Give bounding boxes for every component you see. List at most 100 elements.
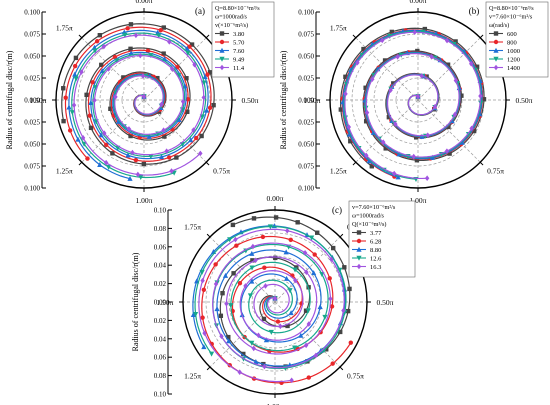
data-point bbox=[256, 332, 261, 339]
legend-marker bbox=[219, 56, 225, 62]
legend-marker bbox=[219, 64, 225, 71]
data-point bbox=[262, 363, 267, 370]
data-point bbox=[201, 80, 207, 86]
data-point bbox=[288, 310, 294, 316]
data-point bbox=[169, 66, 175, 72]
data-point bbox=[345, 308, 351, 314]
data-point bbox=[253, 257, 258, 264]
data-point bbox=[166, 155, 172, 160]
data-point bbox=[128, 50, 134, 56]
data-point bbox=[164, 148, 169, 154]
legend-header: v=7.60×10⁻⁶m²/s bbox=[352, 204, 396, 211]
data-point bbox=[469, 125, 474, 132]
data-point bbox=[97, 33, 103, 38]
legend-box bbox=[485, 1, 549, 78]
data-point bbox=[220, 290, 225, 296]
data-point bbox=[110, 151, 115, 156]
data-point bbox=[393, 121, 398, 127]
data-point bbox=[453, 77, 459, 84]
data-point bbox=[243, 283, 248, 289]
radius-tick-label: 0.050 bbox=[298, 141, 314, 149]
data-point bbox=[348, 340, 354, 345]
data-point bbox=[106, 66, 111, 72]
series-3.80 bbox=[61, 22, 216, 167]
grid-circle bbox=[373, 55, 463, 145]
data-point bbox=[288, 237, 293, 243]
legend-marker bbox=[493, 31, 499, 36]
angle-label: 1.25π bbox=[184, 371, 201, 380]
data-point bbox=[381, 139, 386, 145]
data-point bbox=[395, 53, 400, 60]
data-point bbox=[312, 252, 317, 257]
angle-label: 0.00π bbox=[410, 0, 427, 5]
data-point bbox=[380, 37, 385, 44]
data-point bbox=[87, 113, 92, 118]
data-point bbox=[263, 283, 268, 289]
legend-header: Q=8.80×10⁻⁶m³/s bbox=[489, 5, 534, 12]
data-point bbox=[327, 276, 332, 281]
data-point bbox=[161, 25, 166, 30]
data-point bbox=[98, 132, 104, 138]
data-point bbox=[306, 375, 311, 380]
data-point bbox=[382, 58, 388, 63]
angle-label: 0.50π bbox=[516, 96, 533, 105]
legend-header: ω(rad/s) bbox=[489, 22, 509, 29]
data-point bbox=[61, 118, 66, 124]
data-point bbox=[148, 53, 154, 59]
data-point bbox=[185, 109, 190, 115]
angle-label: 1.50π bbox=[157, 298, 174, 307]
legend-marker bbox=[493, 39, 499, 45]
data-point bbox=[324, 347, 329, 352]
legend-header: Q(×10⁻⁶m³/s) bbox=[352, 221, 387, 228]
data-point bbox=[191, 127, 196, 133]
data-point bbox=[219, 333, 224, 340]
angle-tick bbox=[339, 366, 344, 371]
data-point bbox=[313, 352, 319, 359]
data-point bbox=[207, 105, 213, 110]
data-point bbox=[101, 43, 107, 50]
data-point bbox=[92, 48, 98, 54]
data-point bbox=[444, 148, 450, 154]
data-point bbox=[237, 280, 243, 286]
data-point bbox=[214, 306, 220, 312]
data-point bbox=[61, 86, 66, 91]
legend-header: v(×10⁻⁶m²/s) bbox=[215, 22, 248, 29]
angle-tick bbox=[206, 233, 211, 238]
data-point bbox=[112, 54, 118, 60]
legend-entry: 600 bbox=[507, 31, 517, 38]
data-point bbox=[128, 22, 134, 27]
data-point bbox=[392, 170, 397, 177]
data-point bbox=[306, 321, 312, 327]
radius-tick-label: 0.000 bbox=[298, 97, 314, 105]
data-point bbox=[180, 98, 186, 105]
data-point bbox=[452, 111, 458, 118]
radius-tick-label: 0.075 bbox=[298, 31, 314, 39]
radius-tick-label: 0.100 bbox=[24, 9, 40, 17]
data-point bbox=[141, 161, 147, 167]
legend-marker bbox=[493, 64, 499, 71]
data-point bbox=[303, 308, 309, 313]
data-point bbox=[187, 44, 192, 49]
data-point bbox=[446, 124, 451, 130]
data-point bbox=[395, 174, 401, 180]
legend-marker bbox=[219, 39, 225, 45]
data-point bbox=[75, 136, 81, 142]
data-point bbox=[370, 76, 375, 83]
data-point bbox=[338, 329, 343, 335]
data-point bbox=[241, 351, 246, 357]
data-point bbox=[311, 270, 317, 276]
data-point bbox=[250, 243, 256, 250]
data-point bbox=[361, 46, 366, 52]
data-point bbox=[363, 105, 369, 111]
data-point bbox=[222, 272, 229, 278]
legend-marker bbox=[493, 56, 499, 62]
panel-label: (c) bbox=[332, 205, 342, 215]
data-point bbox=[343, 74, 348, 79]
data-point bbox=[459, 139, 465, 145]
data-point bbox=[125, 26, 130, 31]
data-point bbox=[292, 267, 298, 273]
data-point bbox=[364, 152, 369, 159]
data-point bbox=[66, 104, 72, 110]
data-point bbox=[115, 118, 122, 124]
data-point bbox=[388, 87, 393, 93]
